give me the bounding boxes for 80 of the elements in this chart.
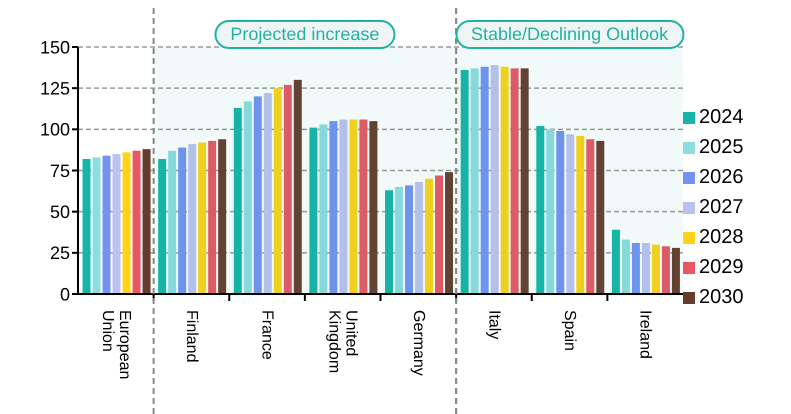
bar <box>566 134 574 294</box>
bar <box>349 119 358 294</box>
bar <box>395 186 404 294</box>
bar <box>102 156 111 294</box>
bar <box>82 158 91 294</box>
band-label: Stable/Declining Outlook <box>455 20 684 49</box>
bar <box>234 108 242 294</box>
x-tick-label: Germany <box>410 310 427 376</box>
bar <box>460 70 469 294</box>
bar <box>612 230 620 294</box>
bar <box>264 93 272 294</box>
bar <box>208 140 216 294</box>
bar <box>480 66 489 294</box>
bar <box>92 157 101 294</box>
bar <box>294 80 302 294</box>
bar <box>546 129 554 294</box>
bar <box>490 65 499 294</box>
bar <box>284 84 292 294</box>
legend-label: 2025 <box>699 136 744 158</box>
bar <box>520 68 529 294</box>
bar <box>596 140 604 294</box>
x-tick-label: Spain <box>561 310 578 351</box>
bar <box>319 124 328 294</box>
bar <box>329 121 338 294</box>
bar <box>556 130 564 294</box>
bar <box>642 242 650 294</box>
legend-label: 2026 <box>699 166 744 188</box>
x-tick-label: France <box>258 310 276 360</box>
legend-label: 2027 <box>699 196 744 218</box>
bar <box>168 150 176 294</box>
y-tick-label: 75 <box>50 160 70 181</box>
bar <box>500 66 509 294</box>
y-tick-label: 150 <box>40 37 70 58</box>
y-tick-label: 100 <box>40 120 70 140</box>
y-tick-label: 125 <box>40 78 70 99</box>
x-tick-label: United Kingdom <box>326 310 360 374</box>
y-tick-label: 25 <box>50 243 70 264</box>
y-tick-label: 0 <box>60 284 70 304</box>
bar <box>632 242 640 294</box>
bar <box>218 139 226 294</box>
bar <box>359 119 368 294</box>
bar <box>274 88 282 294</box>
bar <box>309 128 318 294</box>
legend-label: 2030 <box>699 286 744 308</box>
bar <box>586 139 594 294</box>
bar <box>405 185 414 294</box>
bar <box>254 96 262 294</box>
legend-label: 2028 <box>699 226 744 248</box>
bar <box>339 119 348 294</box>
y-tick-label: 50 <box>50 202 70 222</box>
bar <box>652 244 660 294</box>
bar <box>158 158 166 294</box>
bar <box>576 136 584 294</box>
legend-label: 2029 <box>699 256 744 278</box>
bar <box>622 240 630 294</box>
bar <box>385 190 394 294</box>
bar <box>415 182 424 294</box>
bar <box>662 246 670 294</box>
legend-label: 2024 <box>699 106 744 128</box>
band-label: Projected increase <box>214 20 396 49</box>
bar <box>672 248 680 294</box>
bar <box>470 68 479 294</box>
bar <box>122 152 131 294</box>
x-tick-label: Finland <box>182 310 200 362</box>
x-tick-label: European Union <box>98 310 133 380</box>
bar <box>142 149 151 294</box>
bar <box>425 178 434 294</box>
bar <box>132 150 141 294</box>
bar <box>112 154 121 294</box>
bar <box>435 175 444 294</box>
bar <box>369 121 378 294</box>
bar <box>188 144 196 294</box>
bar <box>244 101 252 294</box>
bar <box>445 172 454 294</box>
bar <box>178 147 186 294</box>
x-tick-label: Ireland <box>636 310 654 359</box>
bar <box>510 68 519 294</box>
bar <box>198 142 206 294</box>
x-tick-label: Italy <box>485 310 502 340</box>
bar <box>536 126 544 294</box>
